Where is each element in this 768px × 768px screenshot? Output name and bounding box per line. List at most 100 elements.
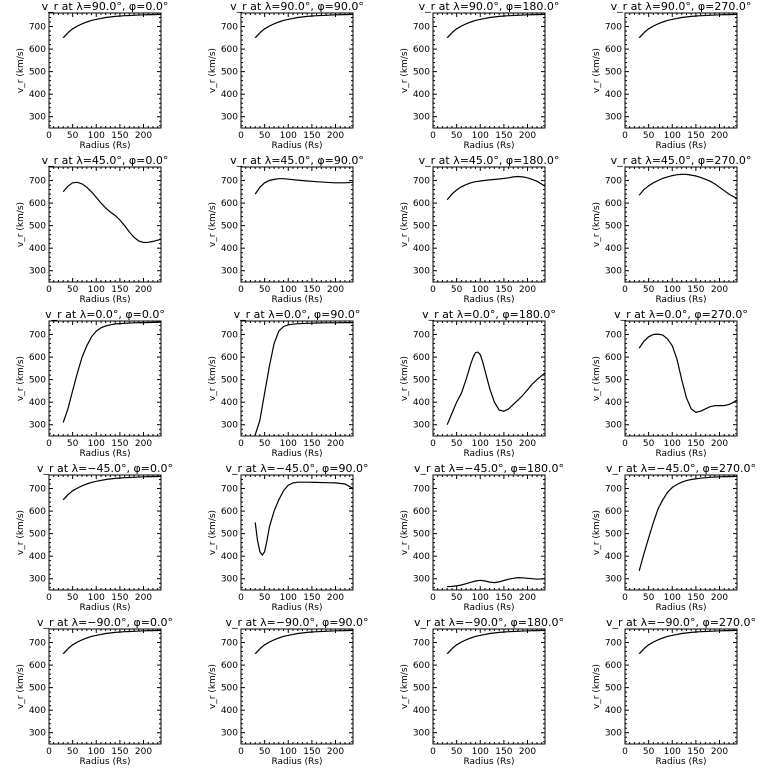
series-line	[254, 13, 353, 39]
x-tick-label: 150	[111, 285, 128, 295]
x-tick-label: 100	[472, 131, 489, 141]
y-axis-label: v_r (km/s)	[592, 48, 602, 93]
y-tick-label: 400	[413, 244, 430, 254]
x-axis-label: Radius (Rs)	[655, 603, 706, 613]
chart-panel: v_r at λ=45.0°, φ=180.0° 0 50 100 150 200 300 4…	[400, 154, 559, 305]
x-tick-label: 0	[46, 131, 52, 141]
x-tick-label: 100	[88, 131, 105, 141]
y-tick-label: 600	[221, 353, 238, 363]
x-axis-label: Radius (Rs)	[271, 757, 322, 767]
y-tick-label: 400	[413, 706, 430, 716]
x-tick-label: 150	[495, 285, 512, 295]
y-tick-label: 700	[413, 639, 430, 649]
x-tick-label: 150	[111, 747, 128, 757]
y-tick-label: 500	[413, 530, 430, 540]
y-tick-label: 300	[605, 113, 622, 123]
panel-title: v_r at λ=−45.0°, φ=270.0°	[606, 462, 756, 475]
x-tick-label: 0	[430, 131, 436, 141]
y-tick-label: 500	[29, 68, 46, 78]
y-tick-label: 400	[29, 706, 46, 716]
y-tick-label: 300	[29, 113, 46, 123]
y-tick-label: 500	[221, 530, 238, 540]
x-tick-label: 0	[430, 593, 436, 603]
chart-panel: v_r at λ=−45.0°, φ=0.0° 0 50 100 150 200 300 40…	[16, 462, 173, 613]
x-tick-label: 50	[451, 593, 463, 603]
x-tick-label: 200	[135, 131, 152, 141]
x-tick-label: 50	[643, 747, 655, 757]
x-tick-label: 0	[430, 439, 436, 449]
x-tick-label: 150	[303, 285, 320, 295]
x-tick-label: 100	[88, 747, 105, 757]
x-tick-label: 200	[519, 593, 536, 603]
x-tick-label: 200	[135, 285, 152, 295]
x-tick-label: 150	[111, 593, 128, 603]
panel-title: v_r at λ=−90.0°, φ=180.0°	[414, 616, 564, 629]
x-tick-label: 50	[259, 439, 271, 449]
x-tick-label: 0	[46, 285, 52, 295]
x-tick-label: 150	[303, 593, 320, 603]
y-tick-label: 600	[413, 199, 430, 209]
plot-frame	[624, 628, 738, 745]
plot-frame	[624, 166, 738, 283]
x-tick-label: 100	[472, 593, 489, 603]
x-tick-label: 0	[238, 131, 244, 141]
y-tick-label: 400	[413, 90, 430, 100]
x-tick-label: 200	[711, 439, 728, 449]
y-tick-label: 300	[221, 575, 238, 585]
y-tick-label: 600	[29, 661, 46, 671]
panel-title: v_r at λ=45.0°, φ=0.0°	[42, 154, 169, 167]
chart-panel: v_r at λ=−45.0°, φ=180.0° 0 50 100 150 200 300…	[400, 462, 564, 613]
panel-title: v_r at λ=−90.0°, φ=90.0°	[226, 616, 369, 629]
x-tick-label: 200	[711, 285, 728, 295]
x-tick-label: 0	[46, 747, 52, 757]
series-line	[62, 13, 161, 39]
series-line	[638, 333, 737, 413]
x-tick-label: 50	[451, 747, 463, 757]
x-tick-label: 0	[622, 439, 628, 449]
y-tick-label: 400	[413, 398, 430, 408]
x-tick-label: 50	[67, 131, 79, 141]
y-tick-label: 600	[29, 199, 46, 209]
x-tick-label: 200	[519, 747, 536, 757]
x-tick-label: 100	[88, 439, 105, 449]
x-tick-label: 150	[303, 747, 320, 757]
y-tick-label: 400	[605, 398, 622, 408]
x-axis-label: Radius (Rs)	[271, 295, 322, 305]
panel-title: v_r at λ=−45.0°, φ=180.0°	[414, 462, 564, 475]
y-tick-label: 700	[221, 331, 238, 341]
x-axis-label: Radius (Rs)	[79, 757, 130, 767]
x-tick-label: 0	[430, 285, 436, 295]
y-tick-label: 500	[29, 684, 46, 694]
x-tick-label: 0	[622, 593, 628, 603]
x-axis-label: Radius (Rs)	[463, 295, 514, 305]
series-line	[254, 322, 353, 436]
y-tick-label: 500	[413, 684, 430, 694]
plot-frame	[240, 628, 354, 745]
chart-panel: v_r at λ=−45.0°, φ=90.0° 0 50 100 150 200 300 4…	[208, 462, 368, 613]
plot-frame	[240, 12, 354, 129]
plot-frame	[48, 320, 162, 437]
y-tick-label: 600	[413, 45, 430, 55]
x-tick-label: 100	[88, 593, 105, 603]
x-axis-label: Radius (Rs)	[79, 449, 130, 459]
y-tick-label: 700	[413, 331, 430, 341]
x-tick-label: 50	[451, 439, 463, 449]
chart-panel: v_r at λ=−90.0°, φ=180.0° 0 50 100 150 200 300…	[400, 616, 564, 767]
series-line	[638, 13, 737, 39]
x-tick-label: 0	[46, 439, 52, 449]
x-tick-label: 200	[327, 593, 344, 603]
x-tick-label: 150	[303, 131, 320, 141]
y-tick-label: 500	[605, 376, 622, 386]
y-axis-label: v_r (km/s)	[400, 48, 410, 93]
plot-frame	[48, 12, 162, 129]
x-tick-label: 50	[259, 131, 271, 141]
y-tick-label: 500	[605, 222, 622, 232]
y-axis-label: v_r (km/s)	[16, 664, 26, 709]
chart-panel: v_r at λ=90.0°, φ=180.0° 0 50 100 150 200 300 4…	[400, 0, 559, 151]
x-tick-label: 150	[687, 593, 704, 603]
x-tick-label: 200	[135, 747, 152, 757]
y-tick-label: 400	[221, 552, 238, 562]
x-tick-label: 150	[687, 439, 704, 449]
x-tick-label: 150	[687, 285, 704, 295]
y-tick-label: 300	[605, 267, 622, 277]
